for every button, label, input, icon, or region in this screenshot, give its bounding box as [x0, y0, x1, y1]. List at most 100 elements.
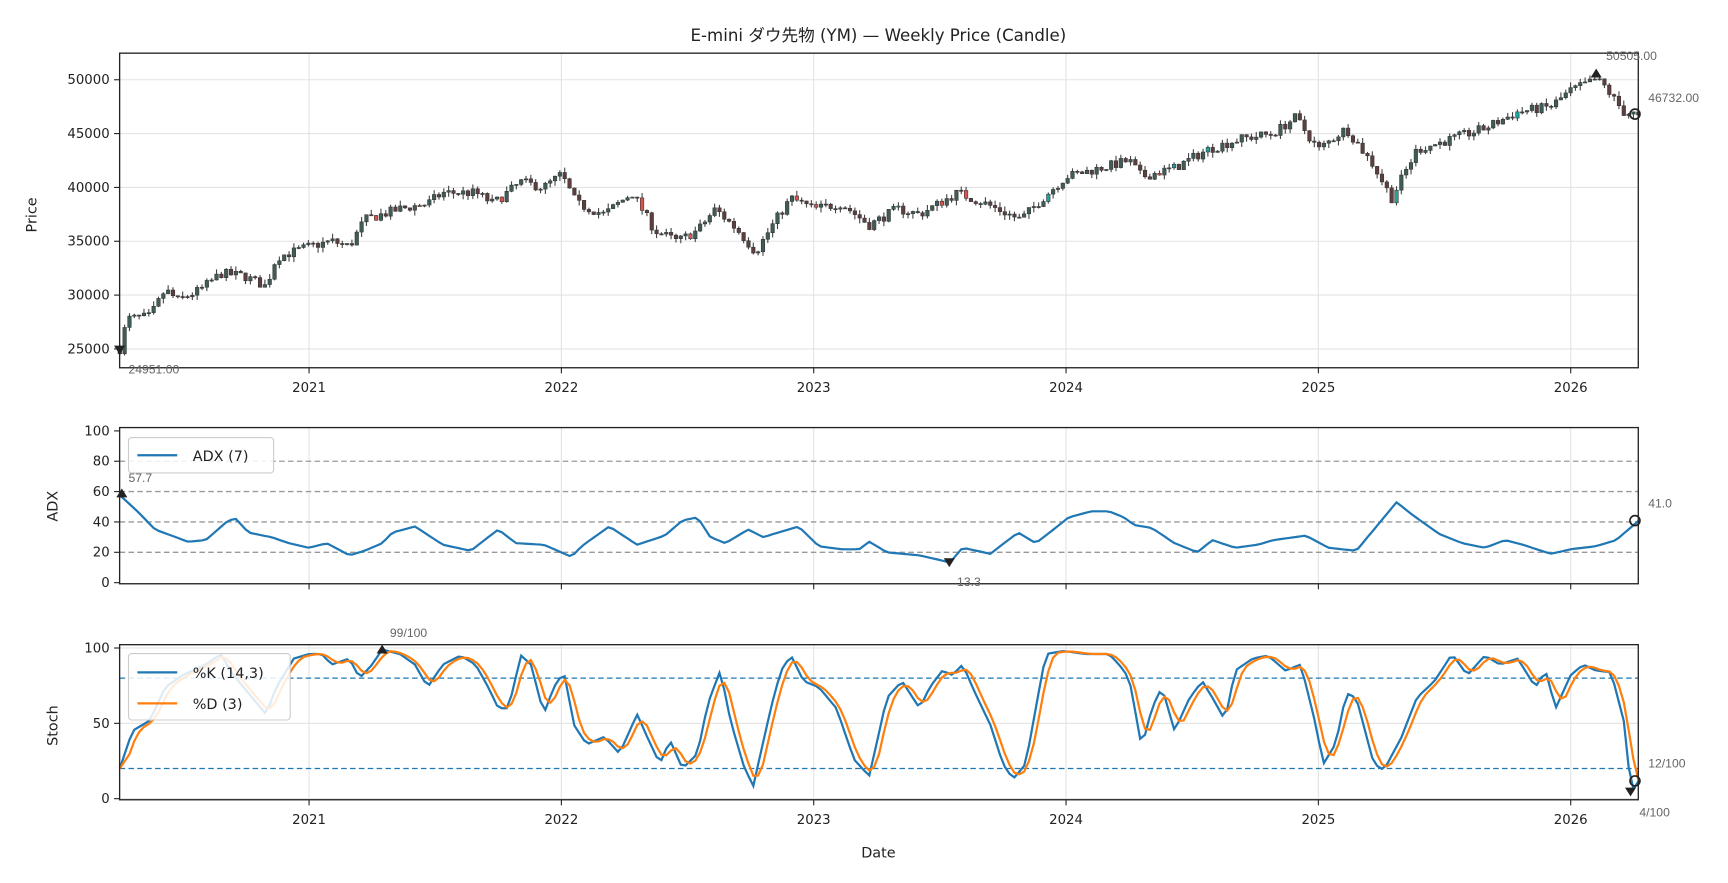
adx-legend: ADX (7)	[127, 436, 275, 474]
candle-body	[311, 242, 316, 245]
candle-body	[775, 212, 780, 224]
candle-body	[1631, 111, 1636, 115]
candle-body	[635, 196, 640, 199]
candle-body	[1563, 92, 1568, 98]
candle-body	[611, 204, 616, 209]
candle-body	[1162, 167, 1167, 176]
candle-body	[920, 212, 925, 217]
stoch-d-line	[118, 650, 1640, 780]
candle-body	[127, 315, 132, 328]
adx-line	[118, 494, 1640, 563]
candle-body	[886, 209, 891, 222]
candle-body	[659, 233, 664, 236]
x-tick-label: 2025	[1301, 381, 1335, 396]
candle-body	[1065, 178, 1070, 184]
candle-body	[1133, 159, 1138, 166]
candle-body	[1457, 131, 1462, 136]
candle-body	[712, 207, 717, 216]
candle-body	[698, 223, 703, 232]
candle-body	[760, 239, 766, 253]
candle-body	[1360, 142, 1365, 154]
candle-body	[224, 268, 229, 278]
adx-grid	[119, 427, 1639, 584]
candle-body	[1283, 123, 1288, 130]
candle-body	[1331, 140, 1336, 143]
candle-body	[1491, 120, 1496, 129]
candle-body	[262, 284, 267, 288]
candle-body	[1060, 182, 1065, 189]
candle-body	[1302, 119, 1307, 131]
candle-body	[456, 193, 461, 195]
candle-body	[867, 222, 872, 230]
candle-body	[586, 209, 591, 213]
candle-body	[1592, 78, 1597, 81]
candle-body	[296, 247, 301, 249]
x-tick-label: 2024	[1049, 813, 1083, 828]
candle-body	[412, 205, 417, 211]
candle-body	[1167, 167, 1172, 170]
candle-body	[1486, 127, 1491, 131]
candle-body	[804, 200, 809, 205]
adx-ticks: 0 20 40 60 80 100	[84, 424, 1572, 591]
candle-body	[1234, 141, 1239, 144]
candle-body	[1186, 158, 1191, 162]
candle-body	[267, 278, 272, 285]
candle-body	[1447, 136, 1452, 146]
candle-body	[243, 272, 248, 282]
candle-body	[1321, 142, 1327, 148]
candle-body	[1157, 173, 1162, 176]
candle-body	[359, 221, 364, 233]
candle-body	[369, 214, 374, 217]
candle-body	[494, 196, 500, 200]
candle-body	[1051, 189, 1056, 195]
candle-body	[1263, 131, 1268, 135]
y-tick-label: 20	[93, 546, 110, 561]
candle-body	[630, 196, 635, 199]
candle-body	[475, 188, 480, 194]
chart-title: E-mini ダウ先物 (YM) — Weekly Price (Candle)	[691, 26, 1067, 45]
candle-body	[954, 189, 959, 201]
candle-body	[833, 208, 838, 210]
candle-body	[1466, 130, 1472, 137]
candle-body	[1259, 131, 1264, 138]
price-max-annotation: 50505.00	[1606, 49, 1657, 63]
candle-body	[1341, 127, 1346, 138]
y-tick-label: 0	[101, 792, 109, 807]
stoch-k-line	[118, 649, 1640, 792]
candle-body	[1196, 152, 1201, 160]
candle-body	[615, 202, 620, 205]
candle-body	[664, 232, 669, 235]
adx-last-annotation: 41.0	[1648, 496, 1672, 510]
price-ylabel: Price	[25, 197, 41, 232]
x-axis-label: Date	[861, 845, 896, 861]
candle-body	[161, 293, 166, 299]
candle-body	[799, 199, 804, 202]
candle-body	[901, 205, 906, 215]
candle-body	[906, 213, 911, 216]
adx-max-annotation: 57.7	[128, 471, 152, 485]
candle-body	[930, 205, 935, 211]
candle-body	[582, 200, 587, 210]
x-tick-label: 2023	[797, 813, 831, 828]
candle-body	[939, 200, 944, 206]
candle-body	[141, 312, 147, 317]
price-grid	[119, 53, 1639, 368]
y-tick-label: 0	[101, 576, 109, 591]
candle-body	[606, 208, 611, 213]
x-tick-label: 2026	[1554, 813, 1588, 828]
candle-body	[751, 246, 756, 254]
candle-body	[944, 198, 949, 206]
candle-body	[238, 270, 243, 274]
k-legend-label: %K (14,3)	[193, 666, 264, 682]
candle-body	[915, 211, 920, 214]
candle-body	[1607, 84, 1612, 95]
candle-body	[1031, 206, 1036, 208]
candle-body	[427, 199, 432, 206]
candle-body	[1510, 116, 1515, 119]
candle-body	[1370, 155, 1375, 167]
candle-body	[316, 243, 321, 248]
candle-body	[1568, 87, 1573, 94]
candle-body	[1099, 166, 1104, 171]
y-tick-label: 80	[93, 455, 110, 470]
candle-body	[1288, 121, 1293, 130]
